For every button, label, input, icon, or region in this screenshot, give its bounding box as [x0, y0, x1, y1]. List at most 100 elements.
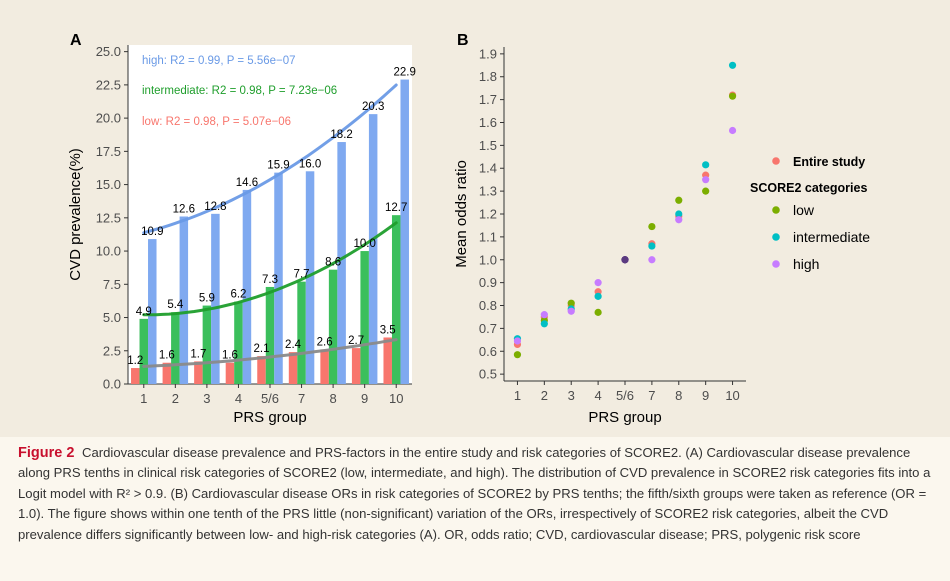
point-high — [702, 176, 710, 184]
point-low — [594, 308, 602, 316]
y-tick-label-a: 5.0 — [103, 310, 121, 325]
y-tick-label-b: 0.8 — [479, 298, 497, 313]
data-label-high: 15.9 — [267, 160, 289, 172]
point-intermediate — [594, 292, 602, 300]
bar-high — [148, 239, 157, 384]
bar-intermediate — [297, 281, 306, 384]
fit-line-low — [142, 338, 398, 368]
x-tick-label-a: 8 — [329, 391, 336, 406]
x-tick-label-a: 10 — [389, 391, 403, 406]
y-tick-label-b: 0.7 — [479, 321, 497, 336]
y-tick-label-a: 20.0 — [96, 111, 121, 126]
bar-intermediate — [202, 305, 212, 384]
y-tick-label-a: 2.5 — [103, 343, 121, 358]
bar-low — [225, 362, 235, 384]
x-tick-label-b: 5/6 — [616, 388, 634, 403]
data-label-intermediate: 6.2 — [230, 289, 246, 301]
bar-low — [351, 348, 361, 384]
y-axis-title-a: CVD prevalence(%) — [67, 148, 84, 281]
y-tick-label-b: 1.5 — [479, 138, 497, 153]
point-intermediate — [728, 61, 737, 69]
y-tick-label-a: 17.5 — [96, 144, 121, 159]
legend-key-high — [772, 260, 780, 268]
panel-label-a: A — [70, 32, 82, 49]
legend-key-intermediate — [772, 233, 780, 241]
data-label-high: 22.9 — [394, 67, 416, 79]
x-tick-label-b: 4 — [594, 388, 601, 403]
y-tick-label-b: 1.8 — [479, 69, 497, 84]
legend-key-low — [772, 206, 780, 214]
y-tick-label-b: 1.7 — [479, 92, 497, 107]
x-tick-label-a: 3 — [203, 391, 210, 406]
y-tick-label-b: 1.6 — [479, 115, 497, 130]
point-high — [621, 256, 629, 264]
data-label-high: 10.9 — [141, 226, 163, 238]
point-low — [567, 299, 575, 307]
data-label-low: 1.2 — [127, 355, 143, 367]
x-tick-label-b: 10 — [725, 388, 739, 403]
data-label-intermediate: 4.9 — [136, 306, 152, 318]
data-label-intermediate: 10.0 — [353, 238, 375, 250]
point-low — [702, 187, 710, 195]
data-label-intermediate: 12.7 — [385, 202, 407, 214]
x-tick-label-a: 4 — [235, 391, 242, 406]
x-tick-label-b: 2 — [541, 388, 548, 403]
point-high — [648, 256, 656, 264]
bar-high — [179, 216, 189, 384]
x-tick-label-b: 7 — [648, 388, 655, 403]
chart-a: A0.02.55.07.510.012.515.017.520.022.525.… — [67, 32, 416, 426]
legend-label-low: low — [793, 202, 815, 218]
data-label-high: 20.3 — [362, 101, 384, 113]
legend-label-entire-study: Entire study — [793, 155, 865, 169]
data-label-high: 14.6 — [236, 177, 258, 189]
bar-intermediate — [171, 312, 180, 384]
bar-high — [242, 189, 252, 384]
point-low — [513, 351, 522, 359]
data-label-low: 2.6 — [317, 336, 333, 348]
bar-high — [305, 171, 315, 384]
point-high — [567, 307, 575, 315]
bar-low — [194, 361, 203, 384]
bar-low — [383, 337, 392, 384]
data-label-low: 2.4 — [285, 339, 302, 351]
y-tick-label-b: 0.6 — [479, 344, 497, 359]
data-label-intermediate: 7.7 — [294, 269, 310, 281]
data-label-low: 1.6 — [222, 350, 238, 362]
point-intermediate — [540, 320, 548, 328]
y-tick-label-b: 0.9 — [479, 275, 497, 290]
fit-annotation-intermediate: intermediate: R2 = 0.98, P = 7.23e−06 — [142, 85, 337, 97]
y-axis-title-b: Mean odds ratio — [453, 160, 470, 268]
figure-caption: Figure 2 Cardiovascular disease prevalen… — [18, 443, 936, 545]
y-tick-label-a: 0.0 — [103, 377, 121, 392]
data-label-low: 3.5 — [380, 324, 396, 336]
bar-intermediate — [139, 318, 149, 384]
fit-annotation-low: low: R2 = 0.98, P = 5.07e−06 — [142, 116, 291, 128]
caption-title: Figure 2 — [18, 445, 75, 461]
fit-annotation-high: high: R2 = 0.99, P = 5.56e−07 — [142, 55, 296, 67]
legend-key-entire-study — [772, 157, 780, 165]
data-label-intermediate: 7.3 — [262, 274, 278, 286]
bar-intermediate — [265, 286, 275, 384]
data-label-intermediate: 8.6 — [325, 257, 341, 269]
data-label-low: 2.7 — [348, 335, 364, 347]
point-high — [540, 311, 548, 319]
legend-label-intermediate: intermediate — [793, 229, 870, 245]
x-tick-label-b: 3 — [568, 388, 575, 403]
fit-line-high — [142, 83, 398, 235]
bar-intermediate — [391, 215, 401, 384]
point-intermediate — [702, 161, 710, 169]
y-tick-label-a: 12.5 — [96, 210, 121, 225]
point-high — [513, 337, 522, 345]
y-tick-label-b: 1.9 — [479, 46, 497, 61]
point-low — [648, 222, 656, 231]
data-label-high: 12.8 — [204, 201, 226, 213]
y-tick-label-b: 1.1 — [479, 229, 497, 244]
y-tick-label-a: 22.5 — [96, 77, 121, 92]
x-tick-label-b: 1 — [514, 388, 521, 403]
data-label-intermediate: 5.4 — [167, 299, 184, 311]
chart-b: B 0.5 0.6 0.7 0.8 0.9 1.0 1.1 1.2 1.3 1.4 1.5 1.6 1.7… — [453, 32, 870, 426]
x-tick-label-a: 7 — [298, 391, 305, 406]
x-tick-label-a: 2 — [172, 391, 179, 406]
y-tick-label-a: 25.0 — [96, 44, 121, 59]
